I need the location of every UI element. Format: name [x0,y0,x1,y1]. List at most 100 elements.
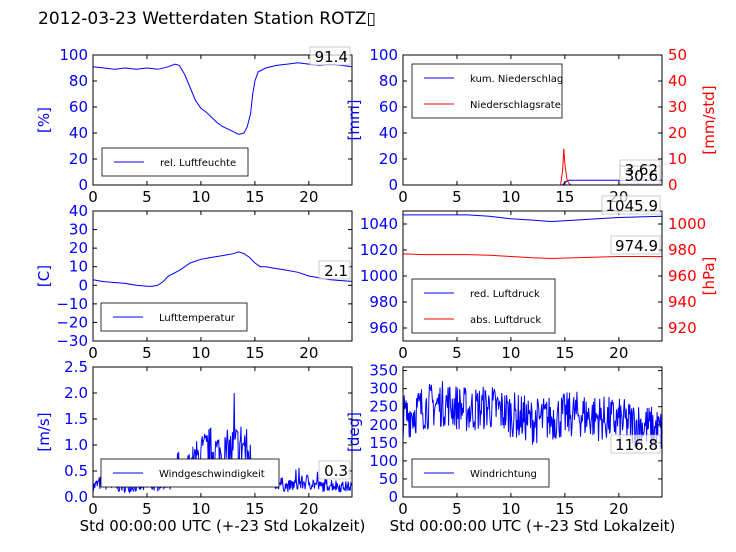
value-label: 2.1 [324,262,348,280]
plot-frame [402,54,663,186]
y-tick-label: 20 [69,150,88,168]
y-tick-label: −30 [56,332,88,350]
y-tick-label: 2.5 [64,358,88,376]
legend-entry: Lufttemperatur [159,313,236,324]
series-line-1 [92,62,353,135]
y-tick-label: 350 [369,362,398,380]
plot-frame [92,210,353,342]
legend-entry: Niederschlagsrate [470,100,561,111]
value-box [318,460,351,480]
value-label: 3.62 [625,161,658,179]
y-tick-label: 960 [369,319,398,337]
x-tick-label: 5 [142,500,152,518]
y-tick-label-right: 0 [668,176,678,194]
y-tick-label: 50 [379,470,398,488]
chart-panel-2 [402,54,663,186]
value-box [610,434,661,454]
plot-frame [92,54,353,186]
x-tick-label: 0 [88,188,98,206]
x-tick-label: 0 [88,500,98,518]
legend-entry: rel. Luftfeuchte [160,158,236,169]
chart-panel-6 [402,366,663,498]
x-tick-label: 20 [609,344,628,362]
y-tick-label: 80 [379,72,398,90]
x-tick-label: 20 [299,188,318,206]
y-tick-label: 0 [78,176,88,194]
value-label: 974.9 [615,237,658,255]
y-tick-label-right: 960 [668,267,697,285]
y-tick-label-right: 10 [668,150,687,168]
x-tick-label: 15 [245,344,264,362]
x-tick-label: 5 [452,344,462,362]
y-tick-label: 250 [369,398,398,416]
chart-panel-3 [92,210,353,342]
legend [411,278,556,334]
legend-entry: Windrichtung [470,469,537,480]
y-tick-label: −10 [56,295,88,313]
y-tick-label: 20 [69,239,88,257]
y-tick-label: 60 [69,98,88,116]
chart-panel-4 [402,195,663,342]
x-axis-label-1: Std 00:00:00 UTC (+-23 Std Lokalzeit) [80,517,366,535]
legend-entry: abs. Luftdruck [470,315,541,326]
plot-frame [92,366,353,498]
series-line-2 [403,148,662,186]
y-tick-label-right: 50 [668,46,687,64]
y-tick-label-right: 940 [668,293,697,311]
y-tick-label: −20 [56,313,88,331]
y-tick-label: 1020 [360,241,398,259]
chart-panel-1 [92,46,353,186]
plot-frame [402,366,663,498]
y-axis-label-right: [hPa] [700,257,718,296]
x-tick-label: 0 [88,344,98,362]
y-tick-label-right: 920 [668,319,697,337]
y-tick-label: 0.0 [64,488,88,506]
x-tick-label: 10 [191,188,210,206]
value-box [318,260,351,280]
y-tick-label: 0 [78,276,88,294]
series-line-1 [92,251,353,287]
value-label: 116.8 [615,436,658,454]
x-tick-label: 0 [398,344,408,362]
x-tick-label: 0 [398,188,408,206]
x-tick-label: 15 [555,188,574,206]
y-tick-label-right: 20 [668,124,687,142]
x-tick-label: 15 [245,188,264,206]
y-tick-label: 100 [369,46,398,64]
y-tick-label: 1040 [360,215,398,233]
x-tick-label: 15 [245,500,264,518]
y-tick-label: 40 [379,124,398,142]
y-tick-label: 30 [69,221,88,239]
value-box [309,46,351,66]
y-axis-label: [deg] [345,412,363,452]
value-box [610,235,661,255]
y-tick-label: 1.0 [64,436,88,454]
y-tick-label-right: 1000 [668,215,706,233]
y-axis-label: [%] [35,107,53,133]
x-tick-label: 5 [452,500,462,518]
x-tick-label: 10 [191,500,210,518]
y-tick-label: 80 [69,72,88,90]
value-box [619,165,661,185]
value-box [601,195,661,215]
series-line-1 [402,381,663,450]
y-axis-label-right: [mm/std] [700,85,718,154]
series-line-1 [403,214,663,222]
series-line-2 [402,253,663,259]
y-tick-label: 980 [369,293,398,311]
page-title: 2012-03-23 Wetterdaten Station ROTZ▯ [38,9,376,29]
y-tick-label: 0 [388,176,398,194]
y-tick-label: 40 [69,124,88,142]
value-label: 1045.9 [606,197,659,215]
y-tick-label: 300 [369,380,398,398]
legend [411,63,563,119]
y-tick-label: 100 [59,46,88,64]
y-tick-label: 60 [379,98,398,116]
x-tick-label: 5 [142,188,152,206]
y-tick-label: 2.0 [64,384,88,402]
legend-entry: Windgeschwindigkeit [159,469,265,480]
y-tick-label: 40 [69,202,88,220]
y-tick-label: 200 [369,416,398,434]
y-tick-label: 1000 [360,267,398,285]
